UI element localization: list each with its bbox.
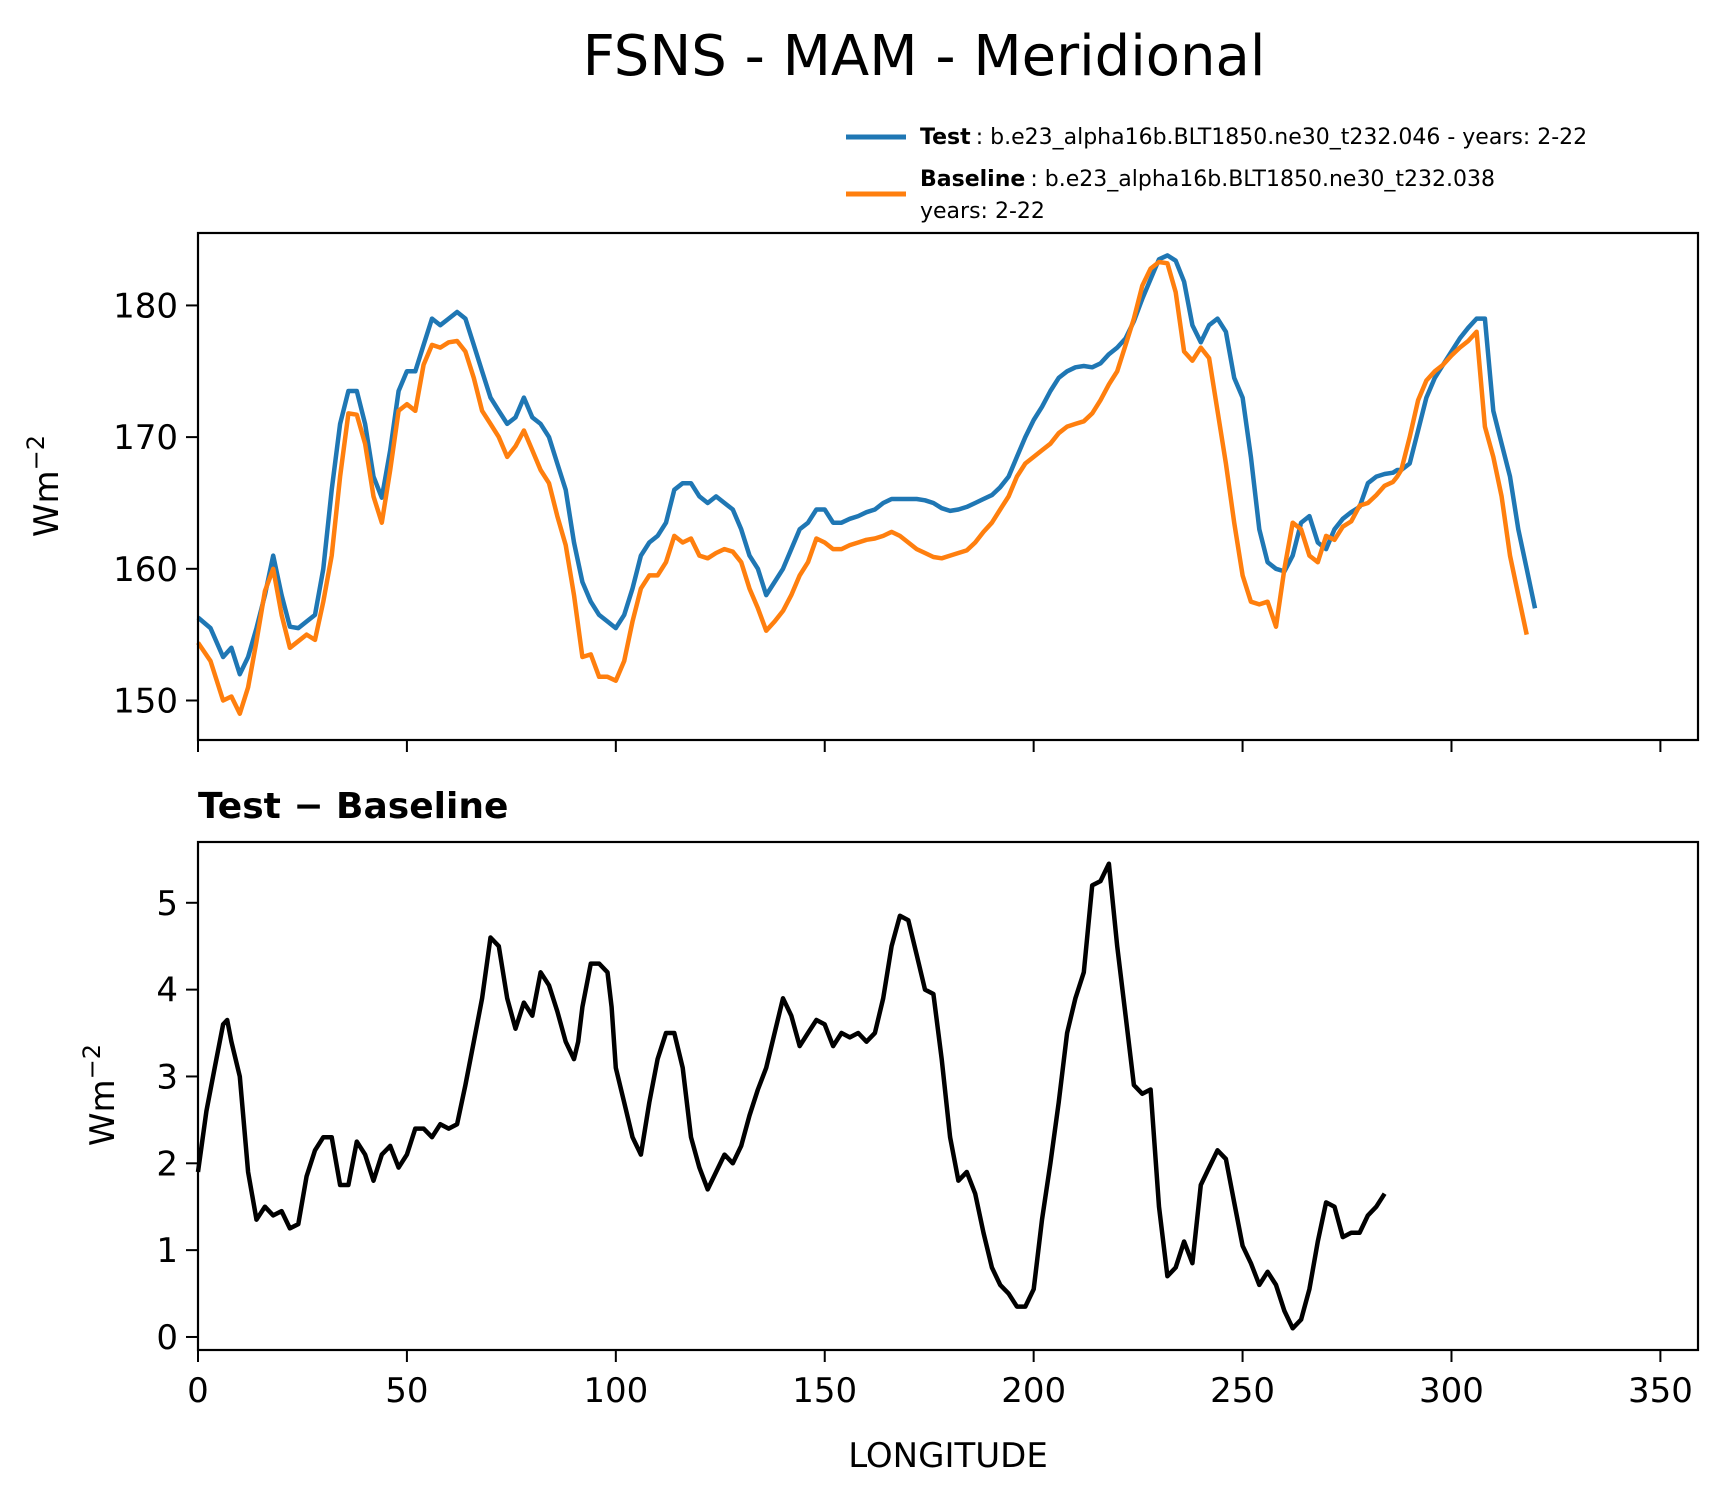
y-tick-label: 150 bbox=[113, 681, 178, 721]
y-tick-label: 5 bbox=[156, 884, 178, 924]
y-tick-label: 180 bbox=[113, 286, 178, 326]
top-y-axis-label: Wm−2 bbox=[22, 435, 67, 537]
diff-y-axis-label: Wm−2 bbox=[78, 1044, 123, 1146]
legend-test: Test : b.e23_alpha16b.BLT1850.ne30_t232.… bbox=[920, 125, 1587, 150]
x-tick-label: 200 bbox=[1001, 1371, 1066, 1411]
diff-panel-title: Test − Baseline bbox=[198, 786, 508, 827]
diff-plot-frame bbox=[196, 840, 1700, 1352]
top-y-axis-label-sup: −2 bbox=[22, 435, 50, 470]
top-panel: 150 160 170 180 Wm−2 bbox=[22, 231, 1700, 752]
legend-baseline-desc: : b.e23_alpha16b.BLT1850.ne30_t232.038 bbox=[1030, 167, 1495, 192]
x-tick-label: 250 bbox=[1210, 1371, 1275, 1411]
y-tick-label: 1 bbox=[156, 1231, 178, 1271]
y-tick-label: 170 bbox=[113, 418, 178, 458]
legend-test-desc: : b.e23_alpha16b.BLT1850.ne30_t232.046 -… bbox=[976, 125, 1587, 150]
diff-x-ticks: 0 50 100 150 200 250 300 350 bbox=[187, 1350, 1693, 1411]
chart-title: FSNS - MAM - Meridional bbox=[583, 24, 1266, 89]
x-tick-label: 350 bbox=[1628, 1371, 1693, 1411]
diff-y-axis-label-base: Wm bbox=[83, 1079, 123, 1146]
y-tick-label: 0 bbox=[156, 1318, 178, 1358]
y-tick-label: 3 bbox=[156, 1057, 178, 1097]
legend-baseline-label: Baseline bbox=[920, 167, 1025, 192]
diff-y-axis-label-sup: −2 bbox=[78, 1044, 106, 1079]
y-tick-label: 2 bbox=[156, 1144, 178, 1184]
x-axis-label: LONGITUDE bbox=[848, 1436, 1048, 1476]
legend: Test : b.e23_alpha16b.BLT1850.ne30_t232.… bbox=[846, 125, 1587, 224]
series-diff-line bbox=[195, 861, 1387, 1331]
x-tick-label: 300 bbox=[1419, 1371, 1484, 1411]
top-x-ticks bbox=[197, 740, 1662, 752]
series-test-line bbox=[196, 253, 1538, 677]
x-tick-label: 50 bbox=[385, 1371, 428, 1411]
diff-y-ticks: 0 1 2 3 4 5 bbox=[156, 884, 198, 1358]
y-tick-label: 4 bbox=[156, 971, 178, 1011]
y-tick-label: 160 bbox=[113, 550, 178, 590]
legend-baseline-desc2: years: 2-22 bbox=[920, 199, 1045, 224]
diff-panel: 0 50 100 150 200 250 300 350 0 1 2 3 4 5 Wm−2 LONGIT… bbox=[78, 840, 1700, 1476]
top-y-ticks: 150 160 170 180 bbox=[113, 286, 198, 721]
x-tick-label: 0 bbox=[187, 1371, 209, 1411]
x-tick-label: 150 bbox=[792, 1371, 857, 1411]
legend-baseline: Baseline : b.e23_alpha16b.BLT1850.ne30_t… bbox=[920, 167, 1495, 192]
top-y-axis-label-base: Wm bbox=[27, 470, 67, 537]
series-baseline-line bbox=[196, 259, 1529, 716]
legend-test-label: Test bbox=[920, 125, 971, 150]
top-plot-frame bbox=[196, 231, 1700, 742]
x-tick-label: 100 bbox=[583, 1371, 648, 1411]
